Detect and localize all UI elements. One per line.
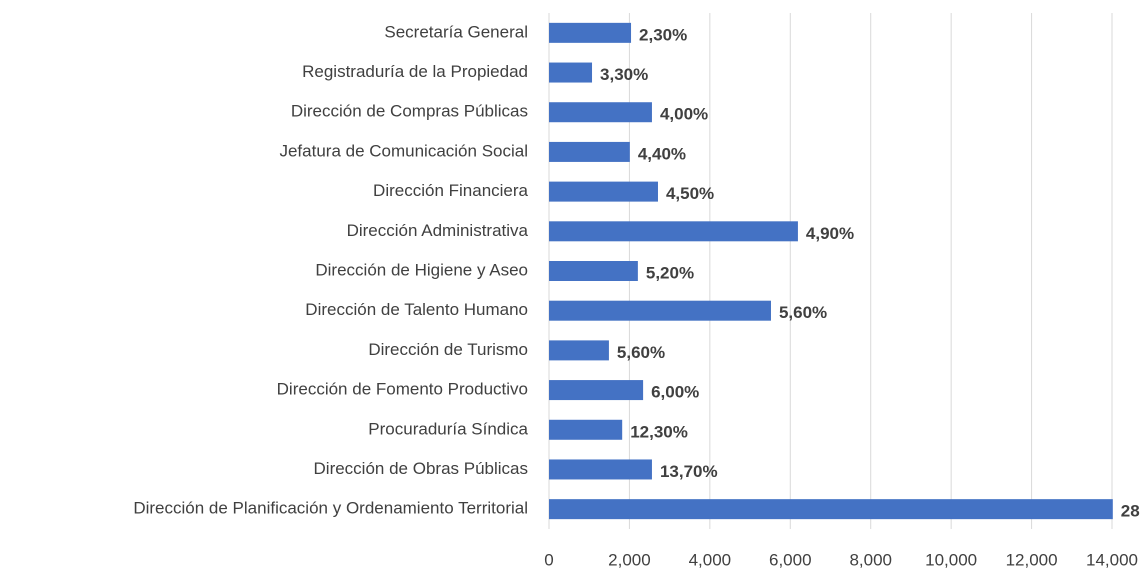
- x-tick-label: 12,000: [1006, 550, 1058, 569]
- y-tick-label: Dirección de Turismo: [368, 340, 528, 359]
- bar: [549, 62, 593, 83]
- data-label: 4,40%: [638, 144, 686, 163]
- bar: [549, 141, 630, 162]
- bar: [549, 499, 1113, 520]
- bar: [549, 261, 638, 281]
- y-tick-label: Dirección de Fomento Productivo: [277, 380, 528, 399]
- x-tick-label: 8,000: [849, 550, 892, 569]
- y-tick-label: Procuraduría Síndica: [368, 419, 528, 438]
- bar: [549, 419, 623, 440]
- data-label: 12,30%: [630, 422, 688, 441]
- bar: [549, 22, 632, 43]
- data-label: 2,30%: [639, 25, 687, 44]
- x-tick-label: 14,000: [1086, 550, 1138, 569]
- x-tick-label: 2,000: [608, 550, 651, 569]
- x-tick-label: 10,000: [925, 550, 977, 569]
- data-label: 5,60%: [779, 303, 827, 322]
- data-label: 6,00%: [651, 383, 699, 402]
- data-label: 4,00%: [660, 105, 708, 124]
- y-tick-label: Secretaría General: [384, 22, 528, 41]
- y-tick-label: Dirección de Obras Públicas: [314, 459, 528, 478]
- bar: [549, 102, 652, 123]
- data-label: 4,50%: [666, 184, 714, 203]
- data-label: 28,20%: [1121, 502, 1140, 521]
- x-tick-label: 6,000: [769, 550, 812, 569]
- y-tick-label: Dirección Financiera: [373, 181, 528, 200]
- data-label: 13,70%: [660, 462, 718, 481]
- y-tick-label: Dirección de Planificación y Ordenamient…: [133, 499, 528, 518]
- bar: [549, 221, 798, 242]
- bar: [549, 340, 609, 361]
- data-label: 5,20%: [646, 263, 694, 282]
- data-label: 4,90%: [806, 224, 854, 243]
- y-tick-label: Registraduría de la Propiedad: [302, 62, 528, 81]
- bar: [549, 380, 644, 401]
- bar: [549, 300, 771, 321]
- y-tick-label: Dirección de Higiene y Aseo: [315, 260, 528, 279]
- data-label: 3,30%: [600, 65, 648, 84]
- x-tick-label: 0: [544, 550, 553, 569]
- data-label: 5,60%: [617, 343, 665, 362]
- y-tick-label: Dirección de Compras Públicas: [291, 102, 528, 121]
- y-tick-label: Dirección de Talento Humano: [305, 300, 528, 319]
- bar: [549, 459, 652, 480]
- y-tick-label: Dirección Administrativa: [347, 221, 529, 240]
- x-tick-label: 4,000: [689, 550, 732, 569]
- bar: [549, 181, 658, 202]
- y-tick-label: Jefatura de Comunicación Social: [279, 141, 528, 160]
